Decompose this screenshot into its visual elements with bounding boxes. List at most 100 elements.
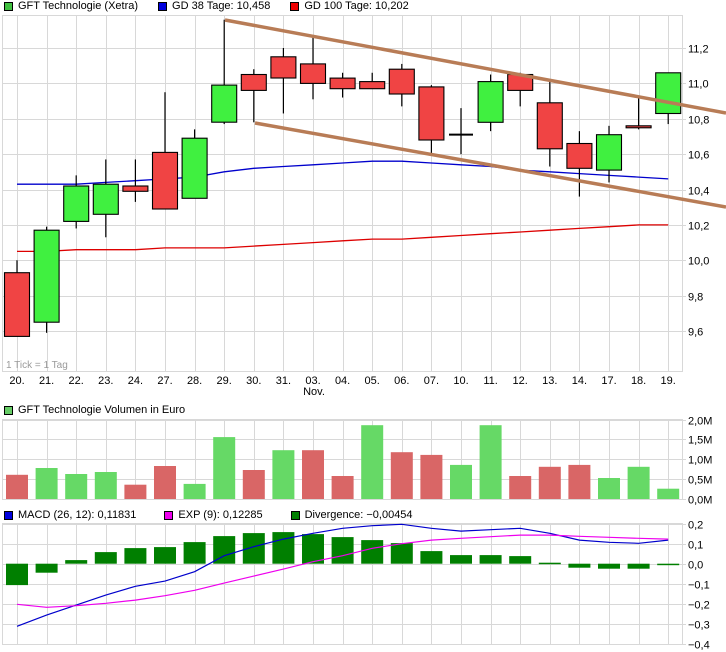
volume-bar	[627, 466, 650, 499]
x-tick-label: 24.	[128, 375, 143, 387]
x-tick-label: 12.	[513, 375, 528, 387]
candle	[240, 69, 267, 123]
price-chart-panel: 11,2 11,0 10,8 10,6 10,4 10,2 10,0 9,8 9,6 20. 21.…	[2, 15, 726, 387]
price-swatch-icon	[4, 1, 13, 11]
divergence-bar	[124, 548, 147, 564]
x-tick-label: 18.	[631, 375, 646, 387]
volume-bar	[94, 472, 117, 499]
price-ytick-label: 10,6	[688, 150, 709, 162]
candle	[329, 72, 356, 98]
candle	[507, 72, 534, 107]
candle	[270, 48, 297, 114]
legend-item-exp: EXP (9): 0,12285	[164, 509, 263, 521]
volume-swatch-icon	[4, 405, 13, 415]
macd-ytick-label: 0,1	[688, 540, 703, 552]
legend-label-exp: EXP (9): 0,12285	[178, 509, 263, 521]
candle	[536, 79, 563, 167]
candle	[418, 85, 445, 155]
volume-bar	[361, 425, 384, 499]
candle	[63, 175, 90, 229]
volume-bar	[154, 466, 176, 499]
divergence-bar	[65, 560, 88, 564]
x-tick-label: 31.	[276, 375, 291, 387]
price-ytick-label: 10,8	[688, 115, 709, 127]
gd38-swatch-icon	[158, 1, 168, 11]
divergence-bar	[331, 537, 354, 564]
volume-chart-panel: 2,0M 1,5M 1,0M 0,5M 0,0M	[2, 416, 712, 507]
candle	[181, 129, 208, 199]
exp-swatch-icon	[164, 510, 174, 520]
legend-item-volume: GFT Technologie Volumen in Euro	[4, 404, 185, 416]
volume-bar	[331, 476, 354, 499]
macd-ytick-label: 0,0	[688, 560, 703, 572]
volume-frame	[2, 419, 683, 500]
macd-chart-panel: 0,2 0,1 0,0 −0,1 −0,2 −0,3 −0,4	[2, 520, 710, 652]
x-tick-label: 22.	[69, 375, 84, 387]
macd-frame	[2, 523, 683, 645]
month-label: Nov.	[303, 386, 325, 398]
x-tick-label: 20.	[9, 375, 24, 387]
x-tick-label: 03.	[305, 375, 320, 387]
legend-label-volume: GFT Technologie Volumen in Euro	[18, 404, 186, 416]
volume-bar	[479, 425, 502, 499]
candle	[625, 97, 652, 130]
x-tick-label: 14.	[572, 375, 587, 387]
divergence-bar	[479, 555, 502, 564]
candle	[566, 131, 593, 197]
x-tick-label: 27.	[157, 375, 172, 387]
price-ytick-label: 9,8	[688, 292, 703, 304]
divergence-bar	[390, 543, 413, 564]
price-ytick-label: 9,6	[688, 327, 703, 339]
volume-ytick-label: 0,5M	[688, 475, 712, 487]
volume-bar	[390, 452, 413, 499]
x-tick-label: 17.	[601, 375, 616, 387]
divergence-bar	[538, 562, 561, 565]
macd-ytick-label: −0,4	[688, 640, 710, 652]
legend-label-gd38: GD 38 Tage: 10,458	[172, 0, 271, 12]
x-tick-label: 07.	[424, 375, 439, 387]
candle	[449, 108, 473, 155]
candle	[122, 159, 149, 202]
price-legend: GFT Technologie (Xetra) GD 38 Tage: 10,4…	[4, 0, 429, 13]
volume-bar	[272, 450, 295, 499]
volume-bar	[213, 437, 236, 499]
volume-bar	[538, 466, 561, 499]
x-tick-label: 21.	[39, 375, 54, 387]
candle	[359, 72, 386, 90]
x-tick-label: 04.	[335, 375, 350, 387]
x-tick-label: 10.	[453, 375, 468, 387]
divergence-bar	[450, 555, 472, 564]
tick-note: 1 Tick = 1 Tag	[6, 360, 68, 371]
divergence-bar	[35, 563, 58, 573]
volume-bar	[302, 450, 324, 499]
volume-ytick-label: 1,5M	[688, 435, 712, 447]
exp-line	[16, 534, 669, 608]
divergence-bar	[420, 551, 443, 564]
volume-bar	[568, 464, 591, 499]
x-tick-label: 23.	[98, 375, 113, 387]
volume-bar	[509, 476, 532, 499]
candle	[3, 260, 31, 337]
volume-bar	[242, 470, 265, 499]
legend-item-gd100: GD 100 Tage: 10,202	[290, 0, 409, 12]
volume-bar	[124, 484, 147, 499]
price-ytick-label: 10,2	[688, 221, 709, 233]
legend-item-divergence: Divergence: −0,00454	[290, 509, 413, 521]
legend-label-gd100: GD 100 Tage: 10,202	[304, 0, 409, 12]
macd-ytick-label: −0,2	[688, 600, 710, 612]
candle	[211, 19, 238, 125]
candle	[595, 125, 623, 183]
divergence-swatch-icon	[290, 510, 300, 520]
candle	[655, 72, 682, 125]
macd-legend: MACD (26, 12): 0,11831 EXP (9): 0,12285 …	[4, 508, 433, 522]
price-ytick-label: 11,2	[688, 44, 709, 56]
x-tick-label: 13.	[542, 375, 557, 387]
divergence-bar	[361, 540, 384, 564]
divergence-bar	[213, 536, 236, 564]
legend-item-gd38: GD 38 Tage: 10,458	[158, 0, 270, 12]
divergence-bar	[272, 532, 295, 564]
legend-label-macd: MACD (26, 12): 0,11831	[18, 509, 137, 521]
candle	[388, 63, 415, 107]
divergence-bar	[94, 552, 117, 564]
divergence-bar	[154, 547, 176, 564]
